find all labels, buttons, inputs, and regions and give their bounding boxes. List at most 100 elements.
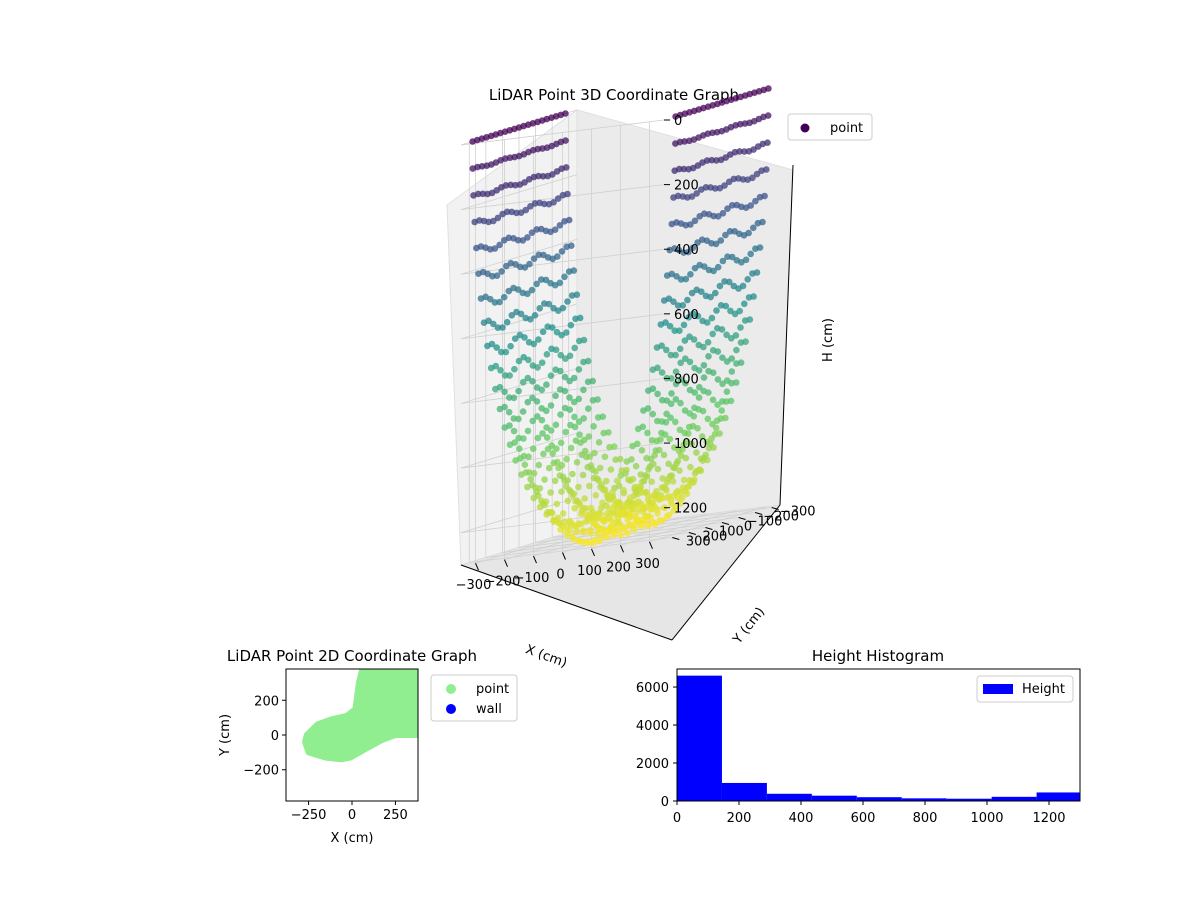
y-tick-label-3d: 200 <box>702 530 727 545</box>
point-marker <box>573 523 580 531</box>
point-marker <box>565 216 573 224</box>
point-marker <box>677 276 685 283</box>
point-marker <box>565 486 573 494</box>
point-marker <box>747 250 754 258</box>
point-marker <box>521 334 528 341</box>
point-marker <box>586 482 593 490</box>
histogram-bar <box>901 798 947 801</box>
point-marker <box>567 444 575 452</box>
point-marker <box>566 517 574 525</box>
point-marker <box>714 348 722 355</box>
point-marker <box>542 276 550 284</box>
point-marker <box>727 307 734 315</box>
y-axis-line-3d <box>671 504 781 641</box>
point-marker <box>644 429 651 437</box>
point-marker <box>716 282 724 290</box>
point-marker <box>688 193 696 200</box>
y-tick-label-3d: −300 <box>780 505 816 520</box>
point-marker <box>530 255 538 262</box>
point-marker <box>515 387 522 395</box>
point-marker <box>672 418 679 426</box>
point-marker <box>599 413 607 421</box>
point-marker <box>603 477 610 485</box>
point-marker <box>719 380 726 388</box>
point-marker <box>572 498 579 505</box>
histogram-bar <box>946 798 992 801</box>
point-marker <box>552 392 559 400</box>
point-marker <box>685 248 692 256</box>
point-marker <box>515 357 523 365</box>
point-marker <box>547 402 555 409</box>
point-marker <box>491 245 499 252</box>
point-marker <box>501 403 508 411</box>
point-marker <box>562 137 569 144</box>
ticks-histogram: 0 200 400 600 800 1000 1200 0 2000 4000 6000 <box>636 681 1066 826</box>
z-tick-label-3d: 1200 <box>674 502 707 517</box>
z-tick-label-3d: 200 <box>674 179 699 194</box>
point-marker <box>631 520 638 528</box>
x-tick-label-2d: 0 <box>348 808 356 823</box>
point-marker <box>576 314 584 322</box>
point-marker <box>728 253 736 261</box>
point-marker <box>639 423 647 431</box>
point-marker <box>750 146 757 153</box>
point-marker <box>716 430 723 437</box>
point-marker <box>612 509 620 516</box>
point-marker <box>712 289 719 297</box>
point-marker <box>558 248 566 255</box>
point-marker <box>605 505 613 512</box>
point-marker <box>533 280 540 288</box>
point-marker <box>496 383 504 391</box>
point-marker <box>522 206 530 214</box>
point-marker <box>724 205 731 212</box>
point-marker <box>669 478 677 485</box>
point-marker <box>671 444 678 451</box>
point-marker <box>517 310 525 318</box>
point-marker <box>671 327 678 335</box>
point-marker <box>722 231 729 239</box>
point-marker <box>529 417 536 425</box>
point-marker <box>668 375 675 382</box>
point-marker <box>542 498 550 505</box>
point-marker <box>718 326 726 333</box>
point-marker <box>647 506 654 513</box>
point-marker <box>680 165 688 173</box>
point-marker <box>535 336 542 343</box>
point-marker <box>617 510 625 518</box>
point-marker <box>691 217 699 225</box>
y-tick-label-2d: −200 <box>243 764 279 779</box>
point-marker <box>515 415 522 423</box>
point-marker <box>705 353 712 360</box>
point-marker <box>704 415 712 423</box>
point-marker <box>530 340 538 348</box>
point-marker <box>654 506 661 513</box>
point-marker <box>529 394 536 402</box>
z-axis-line-3d <box>779 164 794 506</box>
y-tick-label-histogram: 0 <box>661 795 669 810</box>
point-marker <box>487 295 494 303</box>
point-marker <box>580 415 587 422</box>
point-cloud-3d <box>469 85 772 547</box>
point-marker <box>676 467 683 474</box>
point-marker <box>550 199 557 206</box>
point-marker <box>561 373 569 381</box>
point-marker <box>605 429 612 436</box>
legend-2d: point wall <box>430 674 518 722</box>
point-marker <box>742 256 750 264</box>
point-marker <box>529 445 537 453</box>
point-marker <box>599 499 606 507</box>
point-marker <box>569 470 576 478</box>
point-marker <box>573 459 581 466</box>
point-marker <box>680 321 688 329</box>
legend-label-point-2d: point <box>476 682 509 697</box>
point-marker <box>764 112 772 119</box>
point-marker <box>511 439 518 446</box>
point-marker <box>500 293 508 301</box>
z-tick-label-3d: 1000 <box>674 437 707 452</box>
point-marker <box>707 293 714 301</box>
point-marker <box>541 476 548 483</box>
point-marker <box>636 483 643 490</box>
x-tick-label-3d: 0 <box>556 568 564 583</box>
point-marker <box>633 500 641 507</box>
point-marker <box>696 383 703 391</box>
